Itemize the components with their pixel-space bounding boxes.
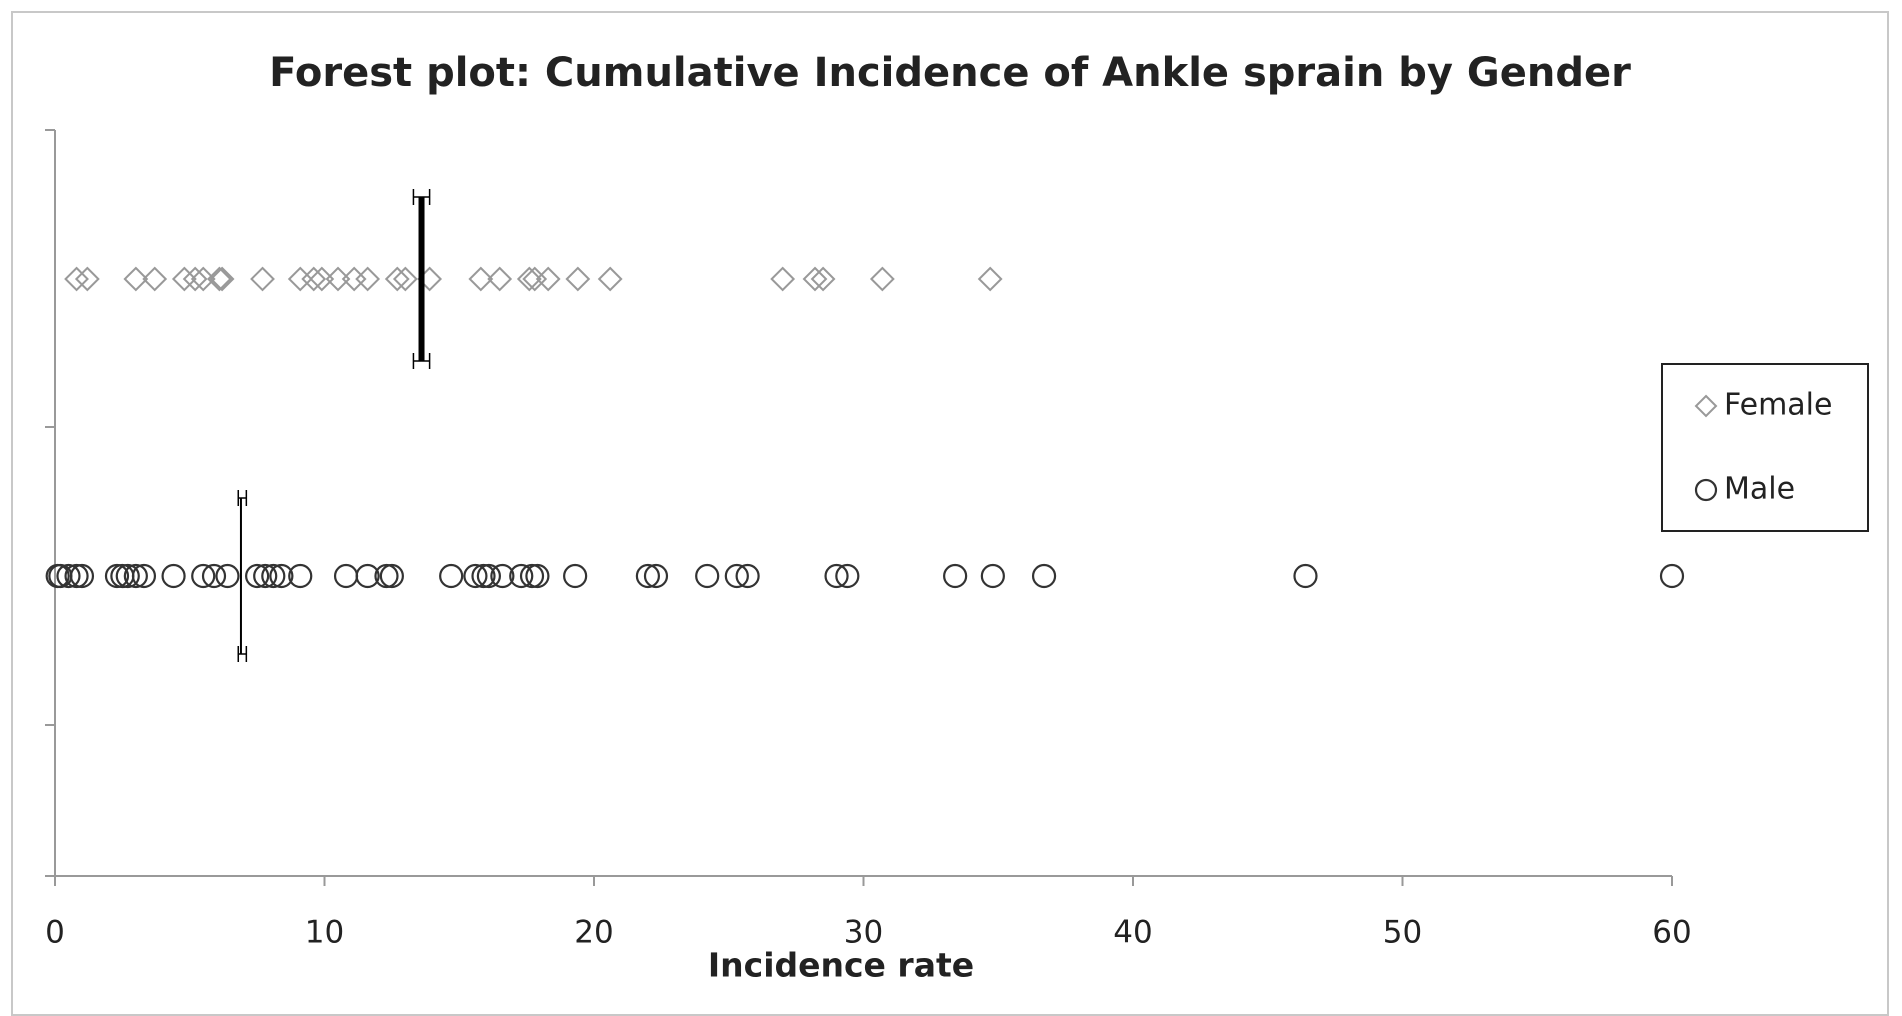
data-point bbox=[770, 266, 796, 292]
data-point bbox=[490, 563, 515, 589]
data-point bbox=[161, 563, 186, 589]
data-point bbox=[171, 266, 197, 292]
data-point bbox=[384, 266, 410, 292]
data-point bbox=[245, 563, 270, 589]
data-point bbox=[1293, 563, 1318, 589]
x-tick-label: 40 bbox=[1113, 915, 1152, 951]
x-tick-label: 10 bbox=[305, 915, 344, 951]
x-axis-label: Incidence rate bbox=[708, 946, 974, 985]
data-point bbox=[695, 563, 720, 589]
data-point bbox=[463, 563, 488, 589]
data-point bbox=[261, 563, 286, 589]
data-point bbox=[392, 266, 418, 292]
data-point bbox=[977, 266, 1003, 292]
legend-box bbox=[1661, 363, 1869, 532]
x-tick-label: 20 bbox=[574, 915, 613, 951]
data-point bbox=[379, 563, 404, 589]
x-tick-label: 50 bbox=[1383, 915, 1422, 951]
data-point bbox=[565, 266, 591, 292]
data-point bbox=[635, 563, 661, 589]
data-point bbox=[206, 266, 232, 292]
data-point bbox=[487, 266, 513, 292]
legend-marker bbox=[1694, 478, 1718, 502]
data-point bbox=[74, 266, 100, 292]
data-point bbox=[301, 266, 327, 292]
data-point bbox=[476, 563, 501, 589]
data-point bbox=[597, 266, 623, 292]
data-point bbox=[374, 563, 399, 589]
data-point bbox=[439, 563, 464, 589]
data-point bbox=[269, 563, 294, 589]
data-point bbox=[980, 563, 1005, 589]
data-point bbox=[643, 563, 669, 589]
data-point bbox=[131, 563, 157, 589]
data-point bbox=[69, 563, 95, 589]
data-point bbox=[735, 563, 760, 589]
data-point bbox=[201, 563, 227, 589]
data-point bbox=[190, 266, 216, 292]
data-point bbox=[563, 563, 588, 589]
data-point bbox=[250, 266, 275, 292]
data-point bbox=[471, 563, 496, 589]
legend-label: Male bbox=[1724, 472, 1795, 507]
data-point bbox=[253, 563, 278, 589]
data-point bbox=[835, 563, 860, 589]
data-point bbox=[525, 563, 550, 589]
data-point bbox=[509, 563, 534, 589]
data-point bbox=[64, 563, 89, 589]
data-point bbox=[355, 266, 381, 292]
data-point bbox=[56, 563, 81, 589]
x-tick-label: 0 bbox=[45, 915, 65, 951]
data-point bbox=[64, 266, 89, 292]
data-point bbox=[519, 563, 545, 589]
data-point bbox=[288, 563, 313, 589]
ci-cap bbox=[421, 189, 431, 369]
data-point bbox=[215, 563, 240, 589]
data-point bbox=[1031, 563, 1057, 589]
data-point bbox=[142, 266, 168, 292]
chart-title: Forest plot: Cumulative Incidence of Ank… bbox=[269, 50, 1631, 96]
data-point bbox=[516, 266, 542, 292]
data-point bbox=[355, 563, 380, 589]
data-point bbox=[468, 266, 494, 292]
ci-cap bbox=[240, 490, 248, 662]
chart-frame bbox=[11, 11, 1889, 1016]
data-point bbox=[325, 266, 351, 292]
data-point bbox=[1659, 563, 1685, 589]
data-point bbox=[209, 266, 235, 292]
data-point bbox=[869, 266, 895, 292]
data-point bbox=[115, 563, 140, 589]
data-point bbox=[191, 563, 216, 589]
data-point bbox=[943, 563, 968, 589]
data-point bbox=[123, 266, 149, 292]
legend-marker bbox=[1694, 394, 1718, 418]
data-point bbox=[824, 563, 849, 589]
data-point bbox=[724, 563, 749, 589]
ci-cap bbox=[237, 490, 241, 662]
legend-label: Female bbox=[1724, 388, 1832, 423]
ci-cap bbox=[412, 189, 422, 369]
data-point bbox=[810, 266, 836, 292]
data-point bbox=[309, 266, 335, 292]
data-point bbox=[802, 266, 828, 292]
x-tick-label: 30 bbox=[844, 915, 883, 951]
x-tick-label: 60 bbox=[1652, 915, 1691, 951]
data-point bbox=[535, 266, 561, 292]
data-point bbox=[123, 563, 148, 589]
data-point bbox=[104, 563, 130, 589]
data-point bbox=[182, 266, 208, 292]
